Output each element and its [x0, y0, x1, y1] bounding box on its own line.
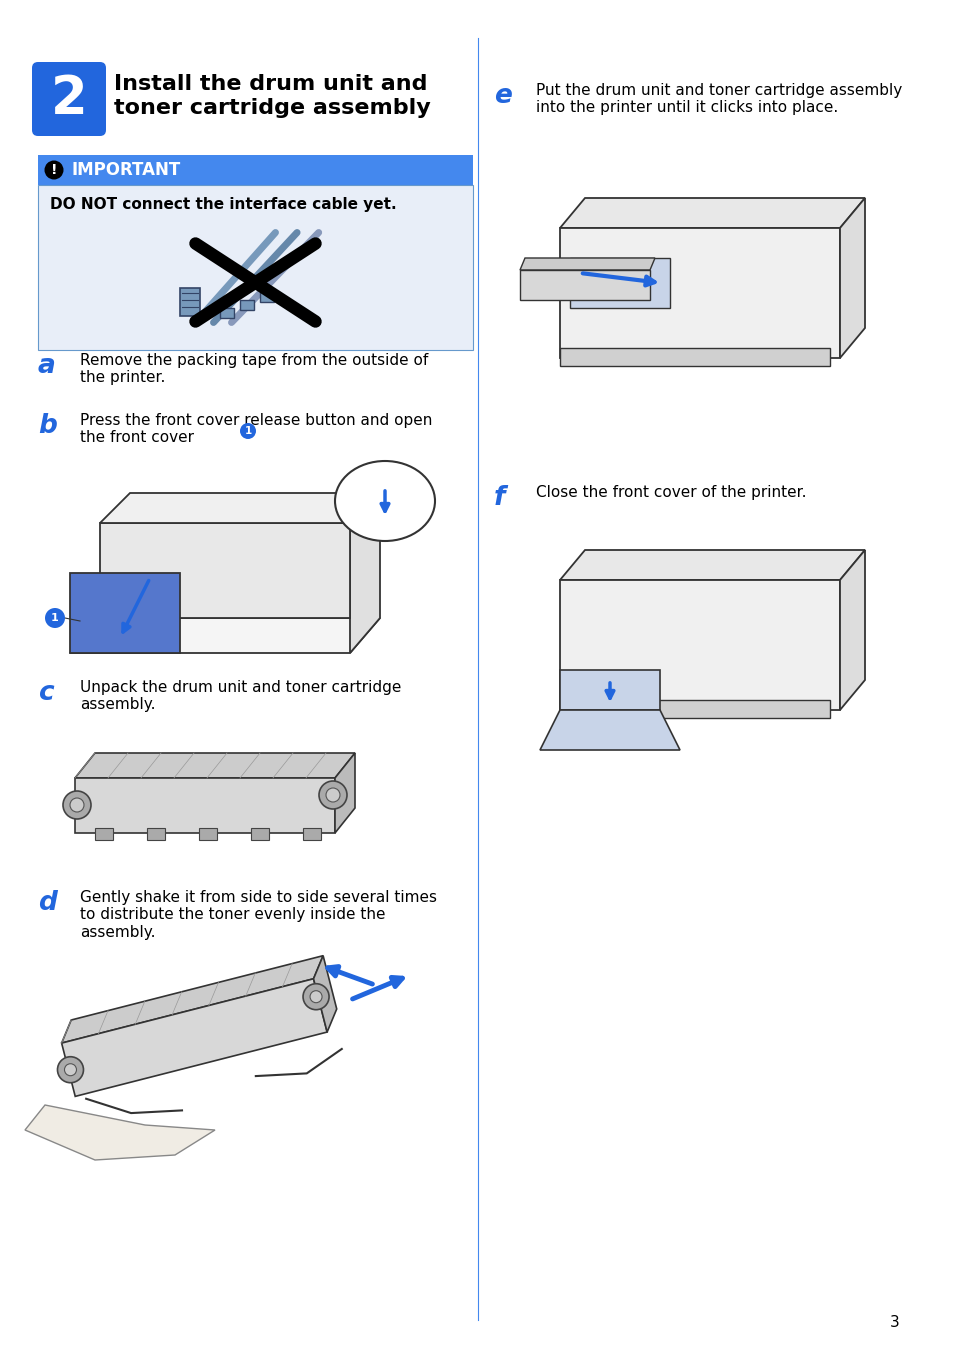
Polygon shape: [62, 978, 327, 1097]
Text: e: e: [494, 82, 512, 109]
Polygon shape: [519, 258, 655, 270]
Circle shape: [240, 423, 255, 439]
Text: Press the front cover release button and open
the front cover: Press the front cover release button and…: [80, 413, 432, 446]
Polygon shape: [314, 955, 336, 1032]
Circle shape: [310, 990, 322, 1002]
Polygon shape: [100, 493, 379, 523]
Bar: [303, 828, 320, 840]
Bar: [260, 292, 274, 301]
Text: IMPORTANT: IMPORTANT: [71, 161, 181, 178]
Bar: [95, 828, 112, 840]
Polygon shape: [559, 199, 864, 228]
Text: 2: 2: [51, 73, 88, 126]
Circle shape: [326, 788, 339, 802]
Circle shape: [45, 161, 64, 180]
Ellipse shape: [335, 461, 435, 540]
Circle shape: [63, 790, 91, 819]
Polygon shape: [62, 955, 323, 1043]
Circle shape: [318, 781, 347, 809]
Polygon shape: [70, 573, 180, 653]
Circle shape: [70, 798, 84, 812]
Text: a: a: [38, 353, 55, 380]
Text: 1: 1: [244, 426, 252, 436]
Polygon shape: [559, 670, 659, 711]
Bar: [180, 288, 200, 316]
Bar: [220, 308, 234, 317]
Circle shape: [65, 1063, 76, 1075]
Bar: [251, 828, 269, 840]
Circle shape: [57, 1056, 84, 1082]
Text: f: f: [494, 485, 505, 511]
Text: Remove the packing tape from the outside of
the printer.: Remove the packing tape from the outside…: [80, 353, 428, 385]
Text: !: !: [51, 163, 57, 177]
Circle shape: [303, 984, 329, 1009]
Text: DO NOT connect the interface cable yet.: DO NOT connect the interface cable yet.: [50, 197, 396, 212]
Polygon shape: [519, 270, 649, 300]
Text: Gently shake it from side to side several times
to distribute the toner evenly i: Gently shake it from side to side severa…: [80, 890, 436, 940]
Text: Put the drum unit and toner cartridge assembly
into the printer until it clicks : Put the drum unit and toner cartridge as…: [536, 82, 902, 115]
Polygon shape: [335, 753, 355, 834]
Bar: [38, 185, 473, 350]
FancyBboxPatch shape: [32, 62, 106, 136]
Bar: [569, 258, 669, 308]
Bar: [199, 828, 216, 840]
Text: d: d: [38, 890, 57, 916]
Text: 1: 1: [51, 613, 59, 623]
Polygon shape: [70, 617, 379, 653]
Polygon shape: [840, 199, 864, 358]
Polygon shape: [75, 753, 355, 778]
Polygon shape: [539, 711, 679, 750]
Polygon shape: [75, 778, 335, 834]
Polygon shape: [559, 550, 864, 580]
Text: Unpack the drum unit and toner cartridge
assembly.: Unpack the drum unit and toner cartridge…: [80, 680, 401, 712]
Polygon shape: [840, 550, 864, 711]
Text: Install the drum unit and: Install the drum unit and: [113, 74, 427, 95]
Text: b: b: [38, 413, 57, 439]
Polygon shape: [559, 228, 840, 358]
Bar: [559, 349, 829, 366]
Polygon shape: [350, 493, 379, 653]
Text: toner cartridge assembly: toner cartridge assembly: [113, 99, 431, 118]
Text: 3: 3: [889, 1315, 899, 1329]
Bar: [38, 155, 473, 185]
Bar: [147, 828, 165, 840]
Polygon shape: [25, 1105, 214, 1161]
Bar: [240, 300, 254, 309]
Bar: [559, 700, 829, 717]
Polygon shape: [100, 523, 350, 617]
Text: c: c: [38, 680, 53, 707]
Circle shape: [45, 608, 65, 628]
Polygon shape: [559, 580, 840, 711]
Text: Close the front cover of the printer.: Close the front cover of the printer.: [536, 485, 805, 500]
